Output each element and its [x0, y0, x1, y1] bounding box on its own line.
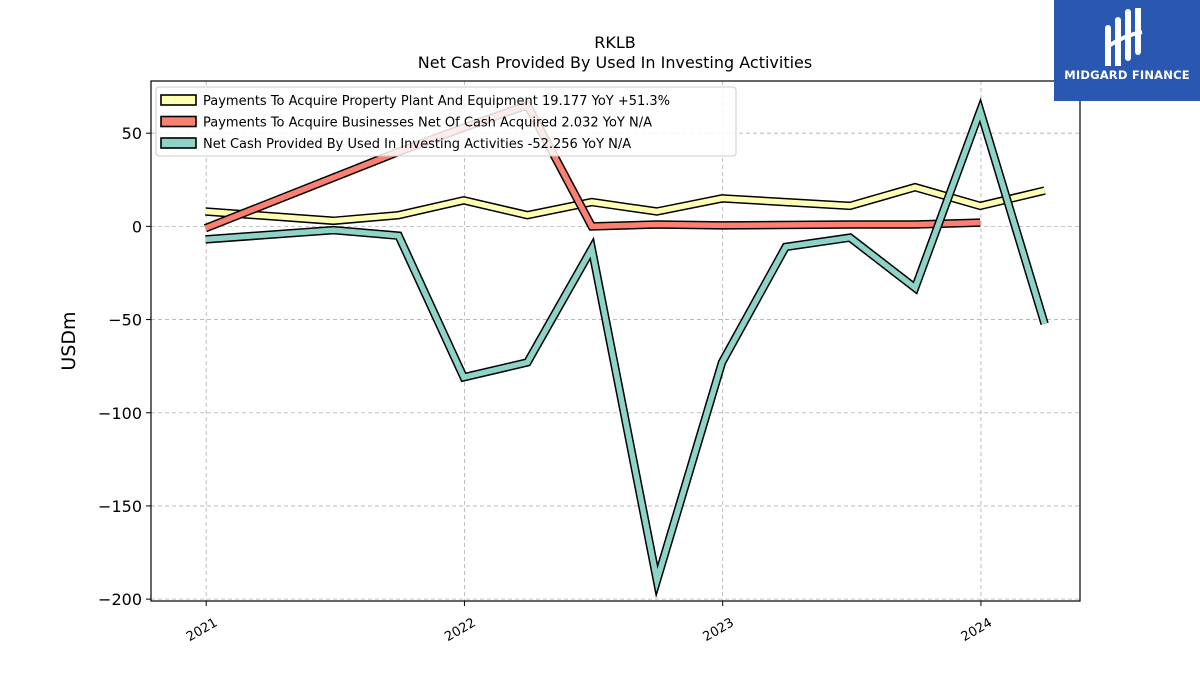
series-2-line [205, 102, 1048, 592]
grid [151, 81, 1080, 601]
logo-mark-icon [1104, 8, 1143, 66]
chart-title: RKLB [594, 33, 636, 52]
y-axis: 50 0 −50 −100 −150 −200 [98, 124, 151, 609]
y-tick-label: −50 [108, 311, 142, 330]
y-tick-label: 50 [122, 124, 142, 143]
legend-swatch [160, 94, 197, 106]
plot-frame [150, 80, 1081, 602]
x-tick-label: 2024 [959, 615, 995, 645]
x-tick-label: 2022 [442, 615, 478, 645]
x-axis: 2021 2022 2023 2024 [184, 601, 995, 645]
legend-entry-label: Payments To Acquire Businesses Net Of Ca… [203, 116, 652, 131]
y-axis-label: USDm [58, 311, 80, 370]
legend-swatch [160, 137, 197, 149]
x-tick-label: 2023 [701, 615, 737, 645]
chart-subtitle: Net Cash Provided By Used In Investing A… [418, 53, 812, 72]
legend-swatch [160, 115, 197, 128]
legend-box [155, 86, 737, 157]
series-0-outline [205, 182, 1046, 226]
midgard-finance-logo: MIDGARD FINANCE [1054, 0, 1200, 101]
series-layer [203, 97, 1049, 599]
y-tick-label: 0 [132, 217, 142, 236]
legend-entry-label: Net Cash Provided By Used In Investing A… [203, 137, 631, 152]
series-0-line [205, 184, 1046, 224]
logo-text: MIDGARD FINANCE [1064, 68, 1190, 82]
legend-entry-label: Payments To Acquire Property Plant And E… [203, 94, 670, 109]
y-tick-label: −100 [98, 404, 142, 423]
y-tick-label: −200 [98, 590, 142, 609]
x-tick-label: 2021 [184, 615, 220, 645]
legend: Payments To Acquire Property Plant And E… [155, 86, 737, 157]
y-tick-label: −150 [98, 497, 142, 516]
